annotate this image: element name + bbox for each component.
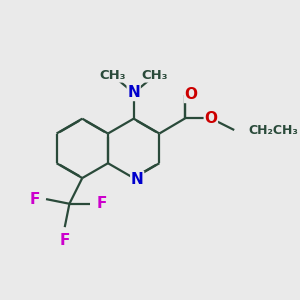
Text: F: F <box>96 196 107 211</box>
Text: N: N <box>131 172 144 187</box>
Text: F: F <box>59 233 70 248</box>
Text: F: F <box>30 192 40 207</box>
Text: CH₃: CH₃ <box>99 69 126 82</box>
Text: CH₂CH₃: CH₂CH₃ <box>248 124 298 136</box>
Text: N: N <box>127 85 140 100</box>
Text: O: O <box>204 111 217 126</box>
Text: O: O <box>184 87 197 102</box>
Text: CH₃: CH₃ <box>142 69 168 82</box>
